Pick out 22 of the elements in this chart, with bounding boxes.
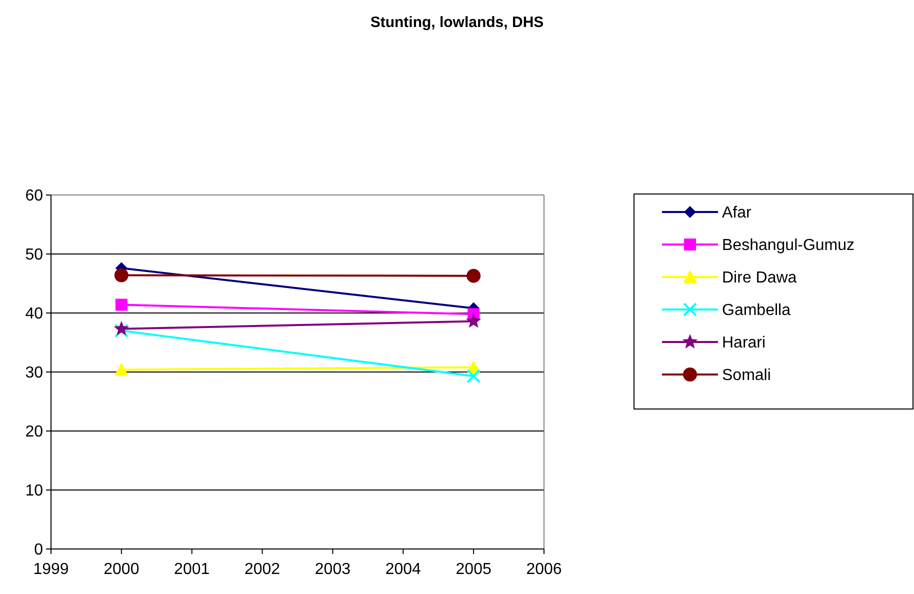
legend-label: Harari <box>722 334 766 352</box>
x-tick-label: 2001 <box>174 561 210 578</box>
x-tick-label: 2005 <box>456 561 492 578</box>
y-tick-label: 30 <box>25 364 44 382</box>
x-tick-label: 1999 <box>33 561 69 578</box>
y-tick-label: 0 <box>34 542 44 559</box>
y-tick-label: 10 <box>25 482 44 500</box>
legend-label: Somali <box>722 367 771 384</box>
chart-title: Stunting, lowlands, DHS <box>370 14 544 31</box>
legend-label: Beshangul-Gumuz <box>722 237 855 254</box>
x-tick-label: 2004 <box>385 561 422 578</box>
y-tick-label: 60 <box>25 188 44 205</box>
legend-label: Dire Dawa <box>722 270 797 287</box>
x-tick-label: 2002 <box>244 561 280 578</box>
x-tick-label: 2000 <box>104 561 140 578</box>
x-tick-label: 2006 <box>526 561 562 578</box>
legend-label: Afar <box>722 204 752 222</box>
legend-label: Gambella <box>722 302 791 320</box>
y-tick-label: 50 <box>25 246 44 264</box>
y-tick-label: 40 <box>25 306 44 323</box>
x-tick-label: 2003 <box>314 561 351 578</box>
y-tick-label: 20 <box>25 424 44 441</box>
